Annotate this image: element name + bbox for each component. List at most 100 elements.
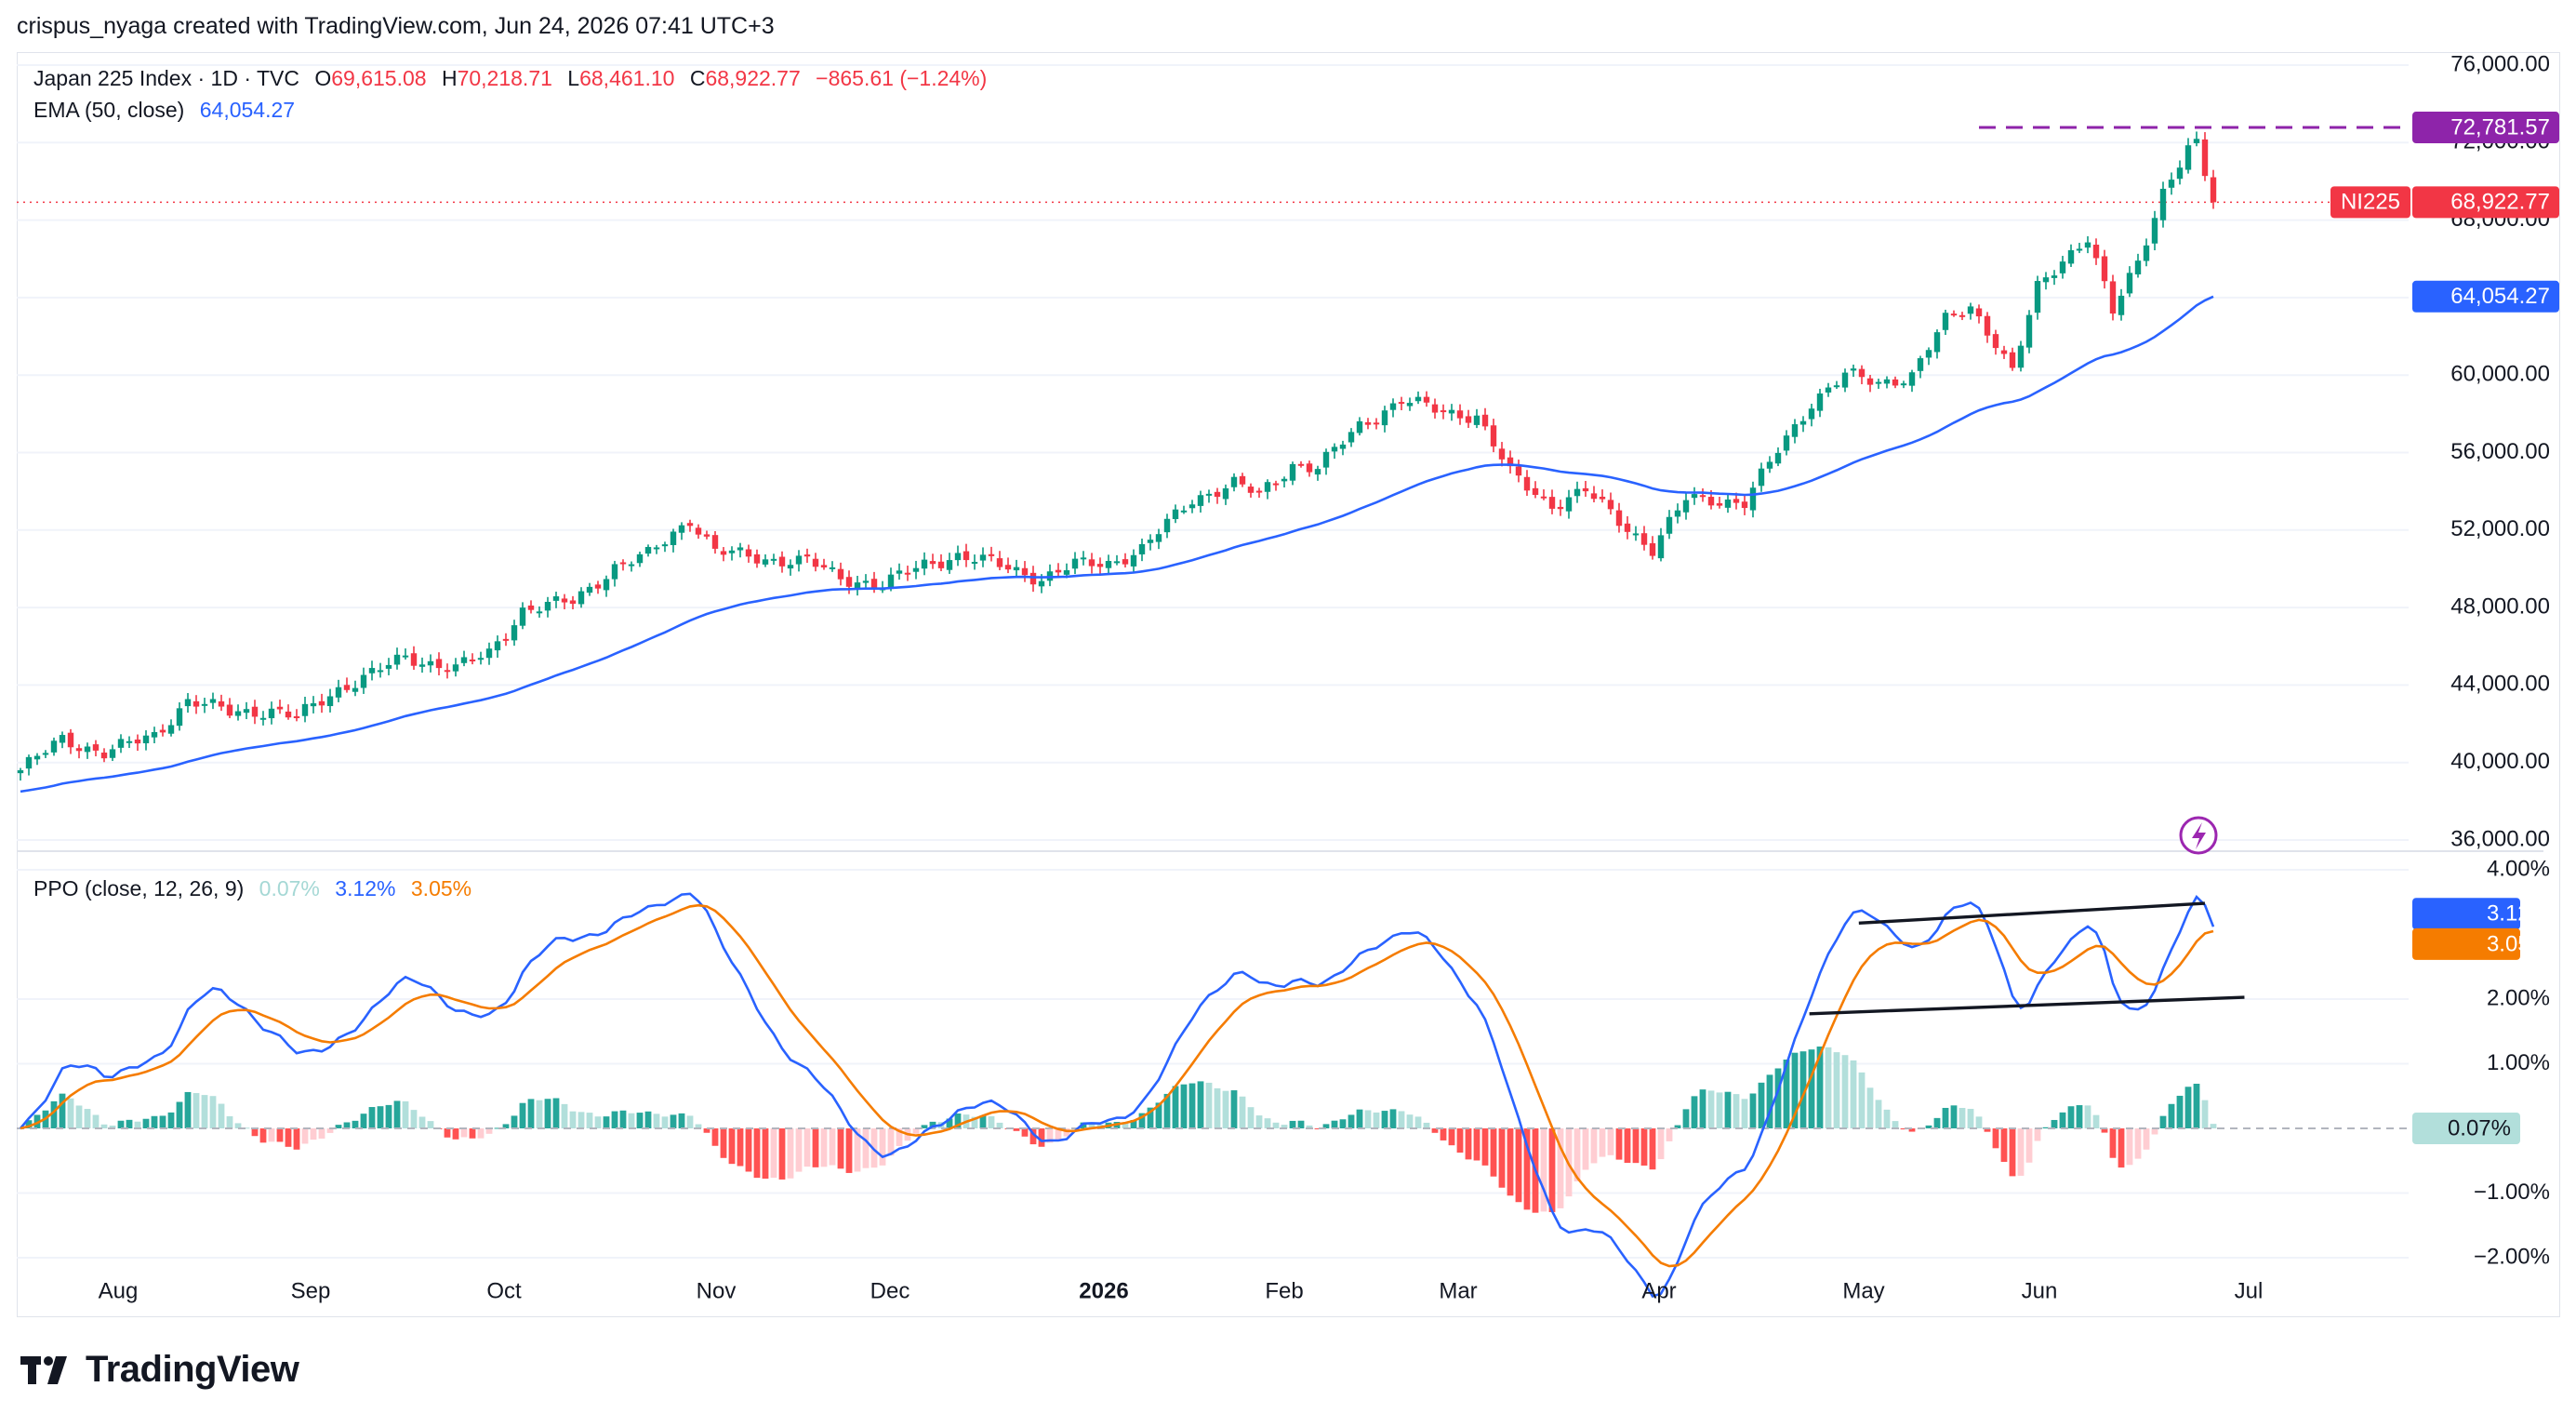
ema-label[interactable]: EMA (50, close): [33, 98, 185, 122]
candle-body: [921, 559, 928, 569]
candle-body: [1959, 314, 1966, 317]
candle-body: [1440, 410, 1447, 413]
candle-body: [1908, 372, 1916, 386]
histogram-bar: [201, 1095, 208, 1128]
histogram-bar: [778, 1128, 786, 1180]
candle-body: [1414, 396, 1422, 402]
histogram-bar: [1364, 1110, 1372, 1128]
ema-line: [20, 295, 2214, 794]
candle-body: [209, 699, 217, 703]
candle-body: [276, 706, 284, 710]
histogram-bar: [1356, 1109, 1363, 1128]
candle-body: [1766, 461, 1773, 469]
trendline: [1858, 901, 2206, 926]
histogram-bar: [1381, 1111, 1388, 1128]
candle-body: [1749, 487, 1757, 511]
histogram-bar: [1900, 1128, 1907, 1130]
histogram-bar: [159, 1115, 166, 1128]
ppo-label[interactable]: PPO (close, 12, 26, 9): [33, 876, 245, 900]
candle-body: [829, 567, 836, 569]
candle-body: [1691, 494, 1698, 499]
candle-body: [996, 558, 1003, 567]
candle-body: [2176, 167, 2184, 180]
time-tick-label: Nov: [697, 1278, 737, 1303]
histogram-bar: [25, 1120, 33, 1128]
histogram-bar: [954, 1113, 962, 1128]
tradingview-logo[interactable]: TradingView: [20, 1349, 299, 1391]
histogram-bar: [912, 1128, 920, 1134]
candle-body: [611, 564, 618, 580]
histogram-bar: [1456, 1128, 1464, 1154]
candle-body: [2126, 273, 2133, 294]
histogram-bar: [1046, 1128, 1054, 1143]
histogram-bar: [1540, 1128, 1547, 1212]
histogram-bar: [2134, 1128, 2142, 1159]
histogram-bar: [636, 1113, 644, 1128]
candle-body: [142, 735, 150, 744]
histogram-bar: [1172, 1086, 1179, 1128]
lightning-icon[interactable]: [2179, 816, 2218, 855]
histogram-bar: [544, 1099, 551, 1128]
candle-body: [1615, 510, 1623, 527]
histogram-bar: [1289, 1120, 1296, 1128]
histogram-bar: [368, 1107, 376, 1128]
candle-body: [1666, 516, 1673, 534]
candle-body: [310, 703, 317, 707]
candle-body: [418, 664, 426, 667]
symbol-label[interactable]: Japan 225 Index · 1D · TVC: [33, 66, 299, 90]
candle-body: [67, 732, 74, 748]
candle-body: [1004, 565, 1012, 570]
histogram-bar: [1624, 1128, 1631, 1164]
candle-body: [1808, 408, 1815, 420]
histogram-bar: [1331, 1120, 1338, 1128]
histogram-bar: [134, 1121, 141, 1128]
histogram-bar: [1967, 1109, 1974, 1128]
candle-body: [1858, 368, 1866, 378]
histogram-bar: [762, 1128, 769, 1180]
candle-body: [1297, 463, 1305, 466]
candle-body: [385, 664, 392, 669]
close-value: 68,922.77: [705, 66, 801, 90]
candle-body: [586, 586, 593, 593]
candle-body: [737, 547, 744, 551]
candle-body: [92, 744, 100, 751]
candle-body: [1557, 506, 1564, 510]
candle-body: [1624, 523, 1631, 532]
candle-body: [1490, 425, 1497, 447]
histogram-bar: [485, 1128, 493, 1134]
histogram-bar: [1180, 1084, 1188, 1128]
histogram-bar: [1908, 1128, 1916, 1132]
axis-tags: 72,781.57 NI225 68,922.77 64,054.27 3.12% 3.0…: [2330, 112, 2559, 1144]
histogram-bar: [1657, 1128, 1665, 1160]
histogram-bar: [352, 1120, 359, 1128]
histogram-bar: [1306, 1125, 1313, 1128]
histogram-bar: [2176, 1095, 2184, 1128]
candle-body: [1255, 490, 1263, 493]
candle-body: [1774, 452, 1782, 464]
candle-body: [151, 732, 158, 738]
candle-body: [335, 687, 342, 698]
histogram-bar: [126, 1119, 133, 1128]
histogram-bar: [1339, 1119, 1347, 1128]
histogram-bar: [1808, 1049, 1815, 1128]
histogram-bar: [293, 1128, 300, 1150]
candle-body: [1984, 315, 1991, 336]
candle-body: [2092, 245, 2100, 259]
candle-body: [1465, 416, 1472, 423]
candle-body: [2017, 345, 2025, 368]
histogram-bar: [862, 1128, 870, 1168]
histogram-bar: [494, 1127, 501, 1129]
candle-body: [1825, 387, 1832, 393]
candle-body: [578, 591, 585, 605]
histogram-bar: [1791, 1052, 1799, 1128]
ema-legend: EMA (50, close) 64,054.27: [33, 98, 304, 123]
resistance-tag: 72,781.57: [2450, 114, 2550, 140]
histogram-bar: [184, 1091, 192, 1128]
histogram-bar: [1674, 1125, 1681, 1128]
candle-body: [251, 706, 259, 717]
candle-body: [971, 561, 978, 564]
time-tick-label: Dec: [870, 1278, 910, 1303]
candle-body: [1448, 409, 1455, 414]
histogram-bar: [519, 1102, 526, 1128]
